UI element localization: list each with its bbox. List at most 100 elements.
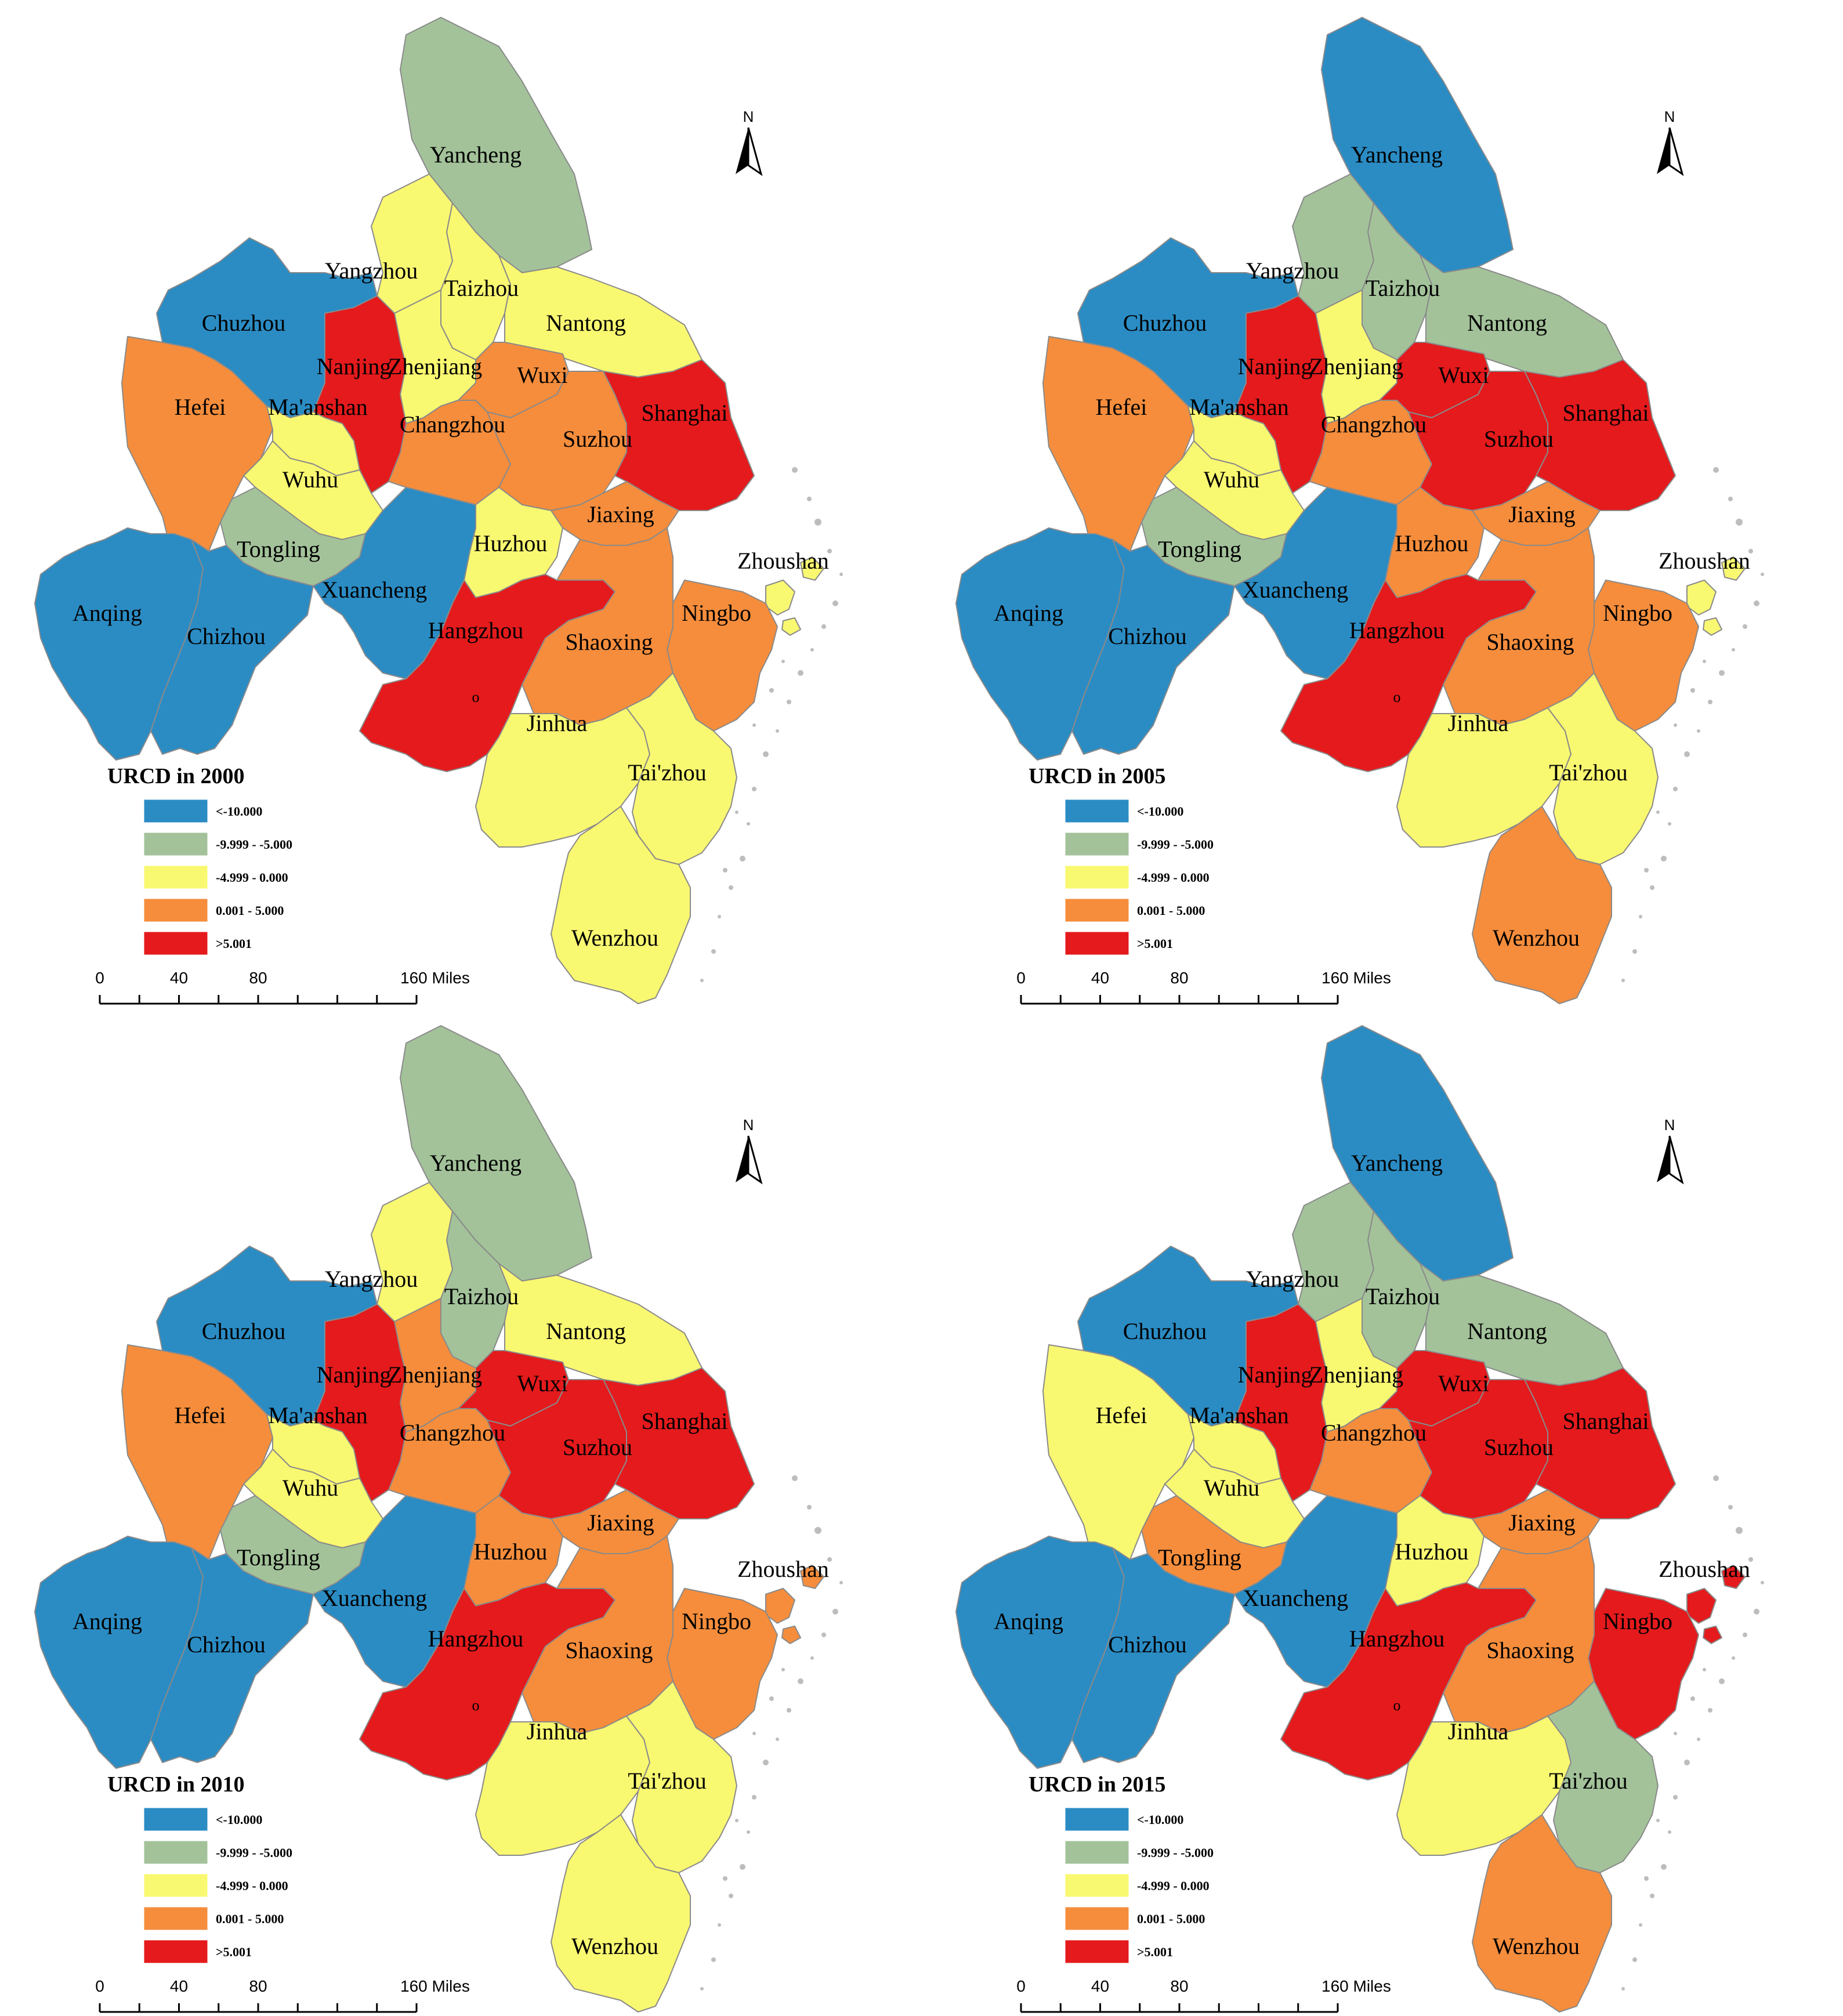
region-wenzhou <box>551 1814 691 2013</box>
scale-label: 80 <box>1170 969 1188 987</box>
islet <box>1748 549 1753 553</box>
legend: URCD in 2015 <-10.000 -9.999 - -5.000 -4.99… <box>1029 1772 1214 1964</box>
scale-label: 160 Miles <box>400 1977 470 1995</box>
city-label-hefei: Hefei <box>175 394 226 420</box>
legend-swatch-c4 <box>143 898 208 922</box>
city-label-shaoxing: Shaoxing <box>1486 629 1574 655</box>
islet <box>1732 648 1735 652</box>
islet <box>798 1678 803 1684</box>
legend-swatch-c5 <box>1064 931 1129 955</box>
city-label-wuxi: Wuxi <box>1438 1370 1489 1396</box>
islet <box>1650 885 1654 890</box>
islet <box>839 1581 843 1584</box>
city-label-changzhou: Changzhou <box>1321 1420 1426 1446</box>
north-arrow-icon: N <box>736 1116 763 1185</box>
city-label-shanghai: Shanghai <box>642 1408 728 1434</box>
islet <box>740 856 745 862</box>
city-label-xuancheng: Xuancheng <box>1243 1585 1348 1611</box>
city-label-jinhua: Jinhua <box>1448 1718 1509 1744</box>
region-chizhou <box>1071 539 1235 755</box>
map-panel-2015: Yancheng Yangzhou Taizhou Nantong Chuzhou Nan… <box>921 1008 1842 2016</box>
islet <box>781 660 785 663</box>
islet <box>781 1668 785 1671</box>
city-label-chuzhou: Chuzhou <box>202 310 285 336</box>
islet <box>711 1957 716 1962</box>
city-label-wenzhou: Wenzhou <box>571 925 658 951</box>
city-label-chuzhou: Chuzhou <box>1123 1318 1207 1344</box>
scale-label: 0 <box>95 969 104 987</box>
city-label-changzhou: Changzhou <box>1321 411 1426 437</box>
islet <box>1713 467 1719 473</box>
islet <box>1650 1894 1654 1898</box>
islet <box>1728 1505 1733 1510</box>
islet <box>1748 1557 1753 1562</box>
city-label-changzhou: Changzhou <box>400 411 505 437</box>
islet <box>832 600 838 606</box>
islet <box>827 549 832 553</box>
city-label-ma-anshan: Ma'anshan <box>1189 394 1289 420</box>
city-label-jinhua: Jinhua <box>1448 710 1509 736</box>
region-tai-zhou <box>626 672 737 865</box>
city-label-nantong: Nantong <box>546 1318 626 1344</box>
islet <box>1719 670 1725 676</box>
map-panel-2005: Yancheng Yangzhou Taizhou Nantong Chuzhou Nan… <box>921 0 1842 1008</box>
point-marker: o <box>472 689 480 705</box>
city-label-huzhou: Huzhou <box>1395 1539 1469 1565</box>
scale-label: 0 <box>1016 1977 1026 1995</box>
region-tai-zhou <box>1547 672 1659 865</box>
legend: URCD in 2010 <-10.000 -9.999 - -5.000 -4.99… <box>107 1772 292 1964</box>
north-arrow-icon: N <box>1657 1116 1684 1185</box>
city-label-wuhu: Wuhu <box>1204 1475 1259 1501</box>
islet <box>810 1656 814 1660</box>
legend-swatch-c2 <box>143 832 208 856</box>
scale-label: 160 Miles <box>400 969 470 987</box>
islet <box>1674 1732 1677 1735</box>
islet <box>1632 949 1637 954</box>
region-shanghai <box>1524 1367 1676 1519</box>
islet <box>792 467 798 473</box>
islet <box>763 1760 769 1765</box>
islet <box>821 1633 826 1637</box>
islet <box>700 979 704 982</box>
islet <box>1632 1957 1637 1962</box>
point-marker: o <box>1393 689 1401 705</box>
scale-label: 80 <box>249 1977 267 1995</box>
islet <box>1639 915 1642 918</box>
city-label-yancheng: Yancheng <box>430 1150 522 1176</box>
islet <box>723 868 727 873</box>
city-label-shanghai: Shanghai <box>1563 1408 1649 1434</box>
islet <box>776 1738 779 1741</box>
north-label: N <box>743 1116 754 1134</box>
city-label-chuzhou: Chuzhou <box>202 1318 285 1344</box>
legend-swatch-c2 <box>1064 832 1129 856</box>
city-label-shanghai: Shanghai <box>642 400 728 426</box>
region-chizhou <box>150 1547 314 1763</box>
city-label-zhoushan: Zhoushan <box>1659 548 1750 574</box>
region-anqing <box>34 1536 204 1769</box>
islet <box>711 949 716 954</box>
legend-label-c4: 0.001 - 5.000 <box>216 1912 284 1926</box>
city-label-huzhou: Huzhou <box>474 530 548 556</box>
legend-swatch-c4 <box>1064 1906 1129 1931</box>
islet <box>1684 1760 1690 1765</box>
city-label-ningbo: Ningbo <box>1603 1608 1672 1634</box>
islet <box>1621 1987 1625 1990</box>
scale-label: 40 <box>170 1977 188 1995</box>
city-label-yangzhou: Yangzhou <box>325 1266 418 1292</box>
city-label-zhenjiang: Zhenjiang <box>1309 353 1403 379</box>
islet <box>1661 856 1667 862</box>
city-label-tai-zhou: Tai'zhou <box>628 1768 706 1794</box>
islet <box>1743 1633 1747 1637</box>
islet <box>832 1609 838 1615</box>
city-label-wuxi: Wuxi <box>517 362 567 388</box>
islet <box>1754 1609 1759 1615</box>
legend-title: URCD in 2005 <box>1029 764 1165 788</box>
city-label-chizhou: Chizhou <box>1108 623 1187 649</box>
city-label-taizhou: Taizhou <box>1366 1283 1440 1309</box>
legend-label-c1: <-10.000 <box>216 1812 262 1827</box>
city-label-zhenjiang: Zhenjiang <box>1309 1362 1403 1388</box>
islet <box>1708 700 1712 704</box>
city-label-tongling: Tongling <box>1158 1544 1241 1570</box>
scale-label: 40 <box>170 969 188 987</box>
legend-label-c5: >5.001 <box>1137 1945 1173 1959</box>
